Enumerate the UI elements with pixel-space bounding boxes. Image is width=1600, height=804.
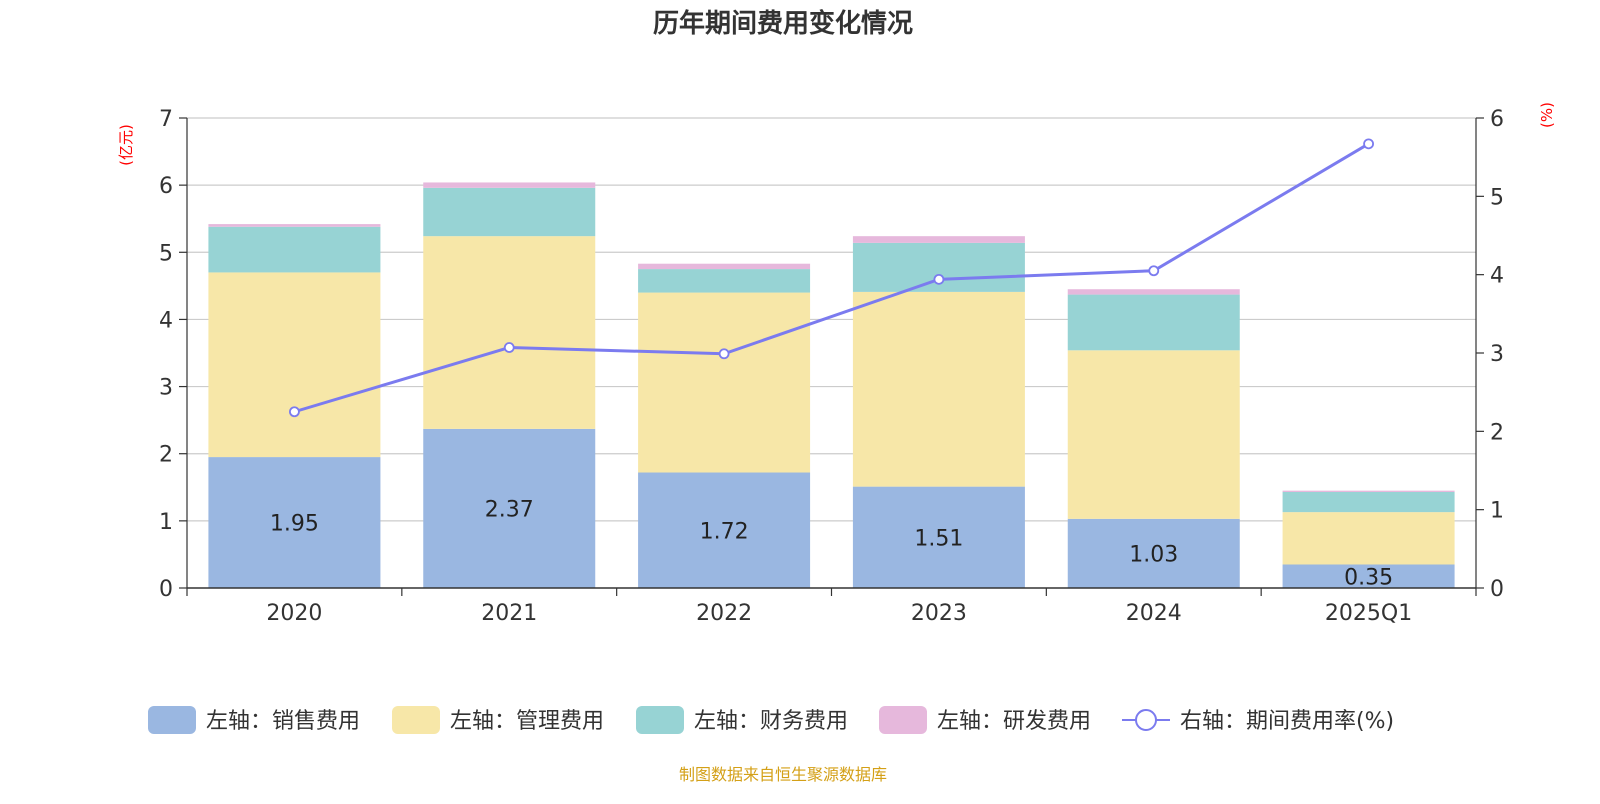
legend-label: 右轴：期间费用率(%) [1180, 709, 1394, 734]
legend-label: 左轴：管理费用 [450, 709, 604, 734]
legend-label: 左轴：销售费用 [206, 709, 360, 734]
bar-segment [423, 182, 596, 188]
rate-point [1363, 138, 1374, 150]
right-tick-label: 0 [1490, 577, 1504, 602]
x-tick-label: 2022 [696, 601, 752, 626]
legend-item[interactable]: 左轴：管理费用 [392, 706, 604, 734]
left-tick-label: 5 [159, 241, 173, 266]
legend-swatch [636, 706, 684, 734]
bar-segment [638, 269, 811, 293]
right-tick-label: 1 [1490, 499, 1504, 524]
rate-point [933, 273, 945, 285]
bar-segment [1282, 490, 1455, 492]
bar-data-label: 1.51 [914, 526, 963, 551]
rate-line [293, 142, 1370, 414]
bar-series [208, 182, 1455, 588]
right-axis-unit: (%) [1538, 102, 1556, 128]
rate-point [1148, 265, 1160, 277]
axes: 0 1 2 3 4 5 6 7 0 1 2 3 4 5 6 2020 2021 2022 2023 2024 2025Q… [159, 107, 1504, 626]
bar-segment [638, 472, 811, 588]
bar-data-label: 0.35 [1344, 565, 1393, 590]
legend-label: 左轴：研发费用 [937, 709, 1091, 734]
x-tick-label: 2025Q1 [1325, 601, 1412, 626]
legend-marker [1135, 709, 1157, 731]
bar-segment [423, 428, 596, 588]
legend-item[interactable]: 左轴：销售费用 [148, 706, 360, 734]
left-tick-label: 6 [159, 174, 173, 199]
left-tick-label: 3 [159, 376, 173, 401]
bar-labels: 1.95 2.37 1.72 1.51 1.03 0.35 [270, 497, 1393, 590]
bar-segment [208, 272, 381, 458]
bar-segment [638, 263, 811, 270]
bar-segment [208, 457, 381, 588]
bar-segment [852, 486, 1025, 588]
bar-segment [638, 292, 811, 473]
bar-segment [1067, 294, 1240, 351]
legend-label: 左轴：财务费用 [694, 709, 848, 734]
bar-segment [423, 187, 596, 237]
right-tick-label: 2 [1490, 420, 1504, 445]
source-note: 制图数据来自恒生聚源数据库 [679, 765, 887, 784]
rate-point [718, 348, 730, 360]
line-series [289, 138, 1374, 418]
bar-segment [208, 226, 381, 273]
bar-segment [1067, 289, 1240, 295]
rate-point [289, 406, 300, 418]
right-tick-label: 6 [1490, 107, 1504, 132]
left-tick-label: 1 [159, 510, 173, 535]
legend-item[interactable]: 右轴：期间费用率(%) [1122, 709, 1394, 734]
legend-swatch [392, 706, 440, 734]
gridlines [187, 117, 1476, 522]
x-tick-label: 2020 [266, 601, 322, 626]
legend-item[interactable]: 左轴：财务费用 [636, 706, 848, 734]
left-tick-label: 2 [159, 443, 173, 468]
bar-segment [423, 236, 596, 429]
rate-point [503, 342, 515, 353]
legend-swatch [879, 706, 927, 734]
x-tick-label: 2021 [481, 601, 537, 626]
left-tick-label: 7 [159, 107, 173, 132]
bar-segment [1067, 518, 1240, 588]
right-tick-label: 5 [1490, 185, 1504, 210]
bar-data-label: 1.72 [700, 519, 749, 544]
left-axis-unit: (亿元) [117, 124, 135, 166]
bar-segment [1282, 512, 1455, 565]
x-tick-label: 2024 [1126, 601, 1182, 626]
bar-data-label: 1.03 [1129, 542, 1178, 567]
bar-segment [852, 291, 1025, 487]
chart-title: 历年期间费用变化情况 [653, 8, 913, 39]
bar-segment [1282, 491, 1455, 513]
legend-item[interactable]: 左轴：研发费用 [879, 706, 1091, 734]
left-tick-label: 0 [159, 577, 173, 602]
bar-segment [1067, 350, 1240, 519]
bar-segment [208, 224, 381, 227]
right-tick-label: 3 [1490, 342, 1504, 367]
legend[interactable]: 左轴：销售费用 左轴：管理费用 左轴：财务费用 左轴：研发费用 右轴：期间费用率(%) [148, 706, 1394, 734]
x-tick-label: 2023 [911, 601, 967, 626]
right-tick-label: 4 [1490, 264, 1504, 289]
left-tick-label: 4 [159, 308, 173, 333]
bar-segment [852, 236, 1025, 243]
bar-segment [1282, 564, 1455, 588]
bar-data-label: 1.95 [270, 512, 319, 537]
legend-swatch [148, 706, 196, 734]
bar-data-label: 2.37 [485, 497, 534, 522]
